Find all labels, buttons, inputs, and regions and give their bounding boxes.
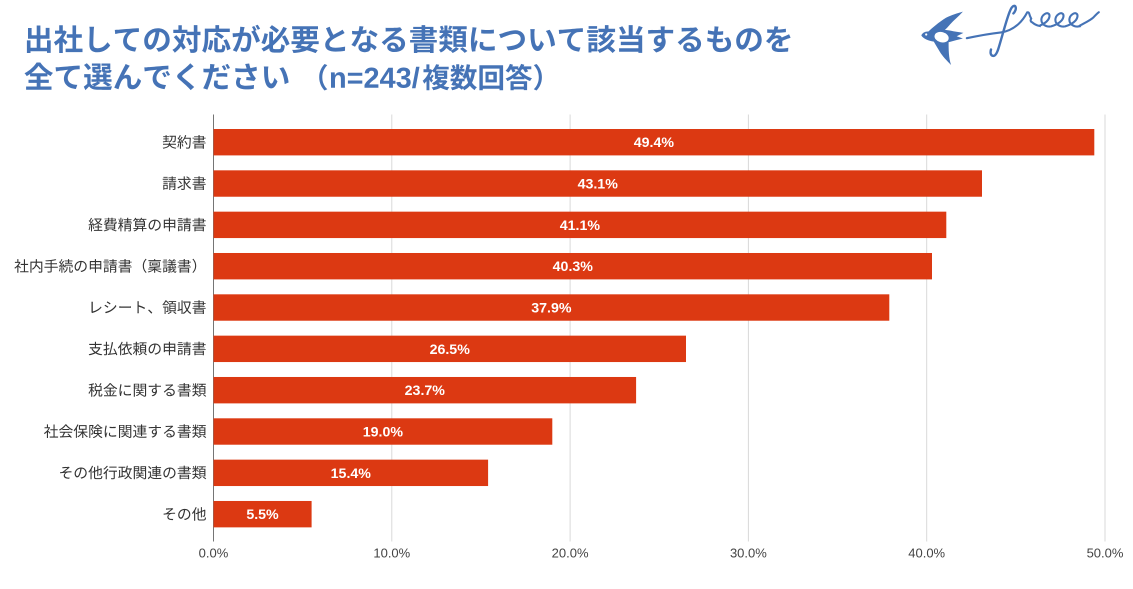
svg-text:15.4%: 15.4% (331, 466, 372, 482)
svg-text:20.0%: 20.0% (552, 546, 589, 561)
svg-text:49.4%: 49.4% (634, 135, 675, 151)
svg-text:30.0%: 30.0% (730, 546, 767, 561)
svg-text:23.7%: 23.7% (405, 383, 446, 399)
svg-text:26.5%: 26.5% (430, 342, 471, 358)
svg-text:50.0%: 50.0% (1087, 546, 1124, 561)
svg-text:19.0%: 19.0% (363, 425, 404, 441)
svg-text:41.1%: 41.1% (560, 218, 601, 234)
svg-text:5.5%: 5.5% (246, 507, 279, 523)
svg-text:37.9%: 37.9% (531, 301, 572, 317)
svg-text:40.0%: 40.0% (908, 546, 945, 561)
svg-text:40.3%: 40.3% (553, 259, 594, 275)
svg-text:10.0%: 10.0% (373, 546, 410, 561)
svg-text:0.0%: 0.0% (199, 546, 229, 561)
svg-text:43.1%: 43.1% (578, 177, 619, 193)
